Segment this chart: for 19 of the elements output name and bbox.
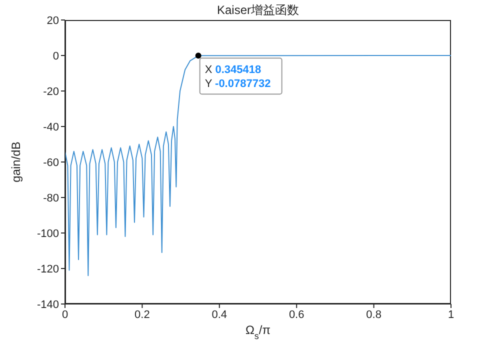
chart-title: Kaiser增益函数 (216, 2, 300, 19)
y-tick-label: -140 (36, 298, 59, 311)
y-tick-label: -100 (36, 228, 59, 240)
y-tick-label: -40 (43, 121, 59, 134)
x-tick-label: 1 (448, 308, 454, 321)
x-tick-label: 0.2 (134, 308, 150, 321)
x-tick-label: 0.4 (212, 308, 228, 321)
y-tick-label: 20 (46, 14, 59, 27)
y-tick-label: -20 (43, 86, 59, 98)
annotation: X 0.345418 Y -0.0787732 (204, 64, 271, 90)
y-axis-title: gain/dB (9, 142, 23, 182)
x-axis-title: Ω$_{s}$/π (245, 323, 271, 340)
x-tick-label: 0.8 (366, 308, 382, 321)
x-tick-label: 0 (62, 308, 68, 321)
x-tick-label: 0.6 (288, 308, 304, 321)
y-tick-label: 0 (52, 50, 59, 62)
y-tick-label: -60 (43, 156, 59, 169)
y-tick-label: -80 (43, 192, 59, 204)
y-tick-label: -120 (36, 263, 59, 276)
